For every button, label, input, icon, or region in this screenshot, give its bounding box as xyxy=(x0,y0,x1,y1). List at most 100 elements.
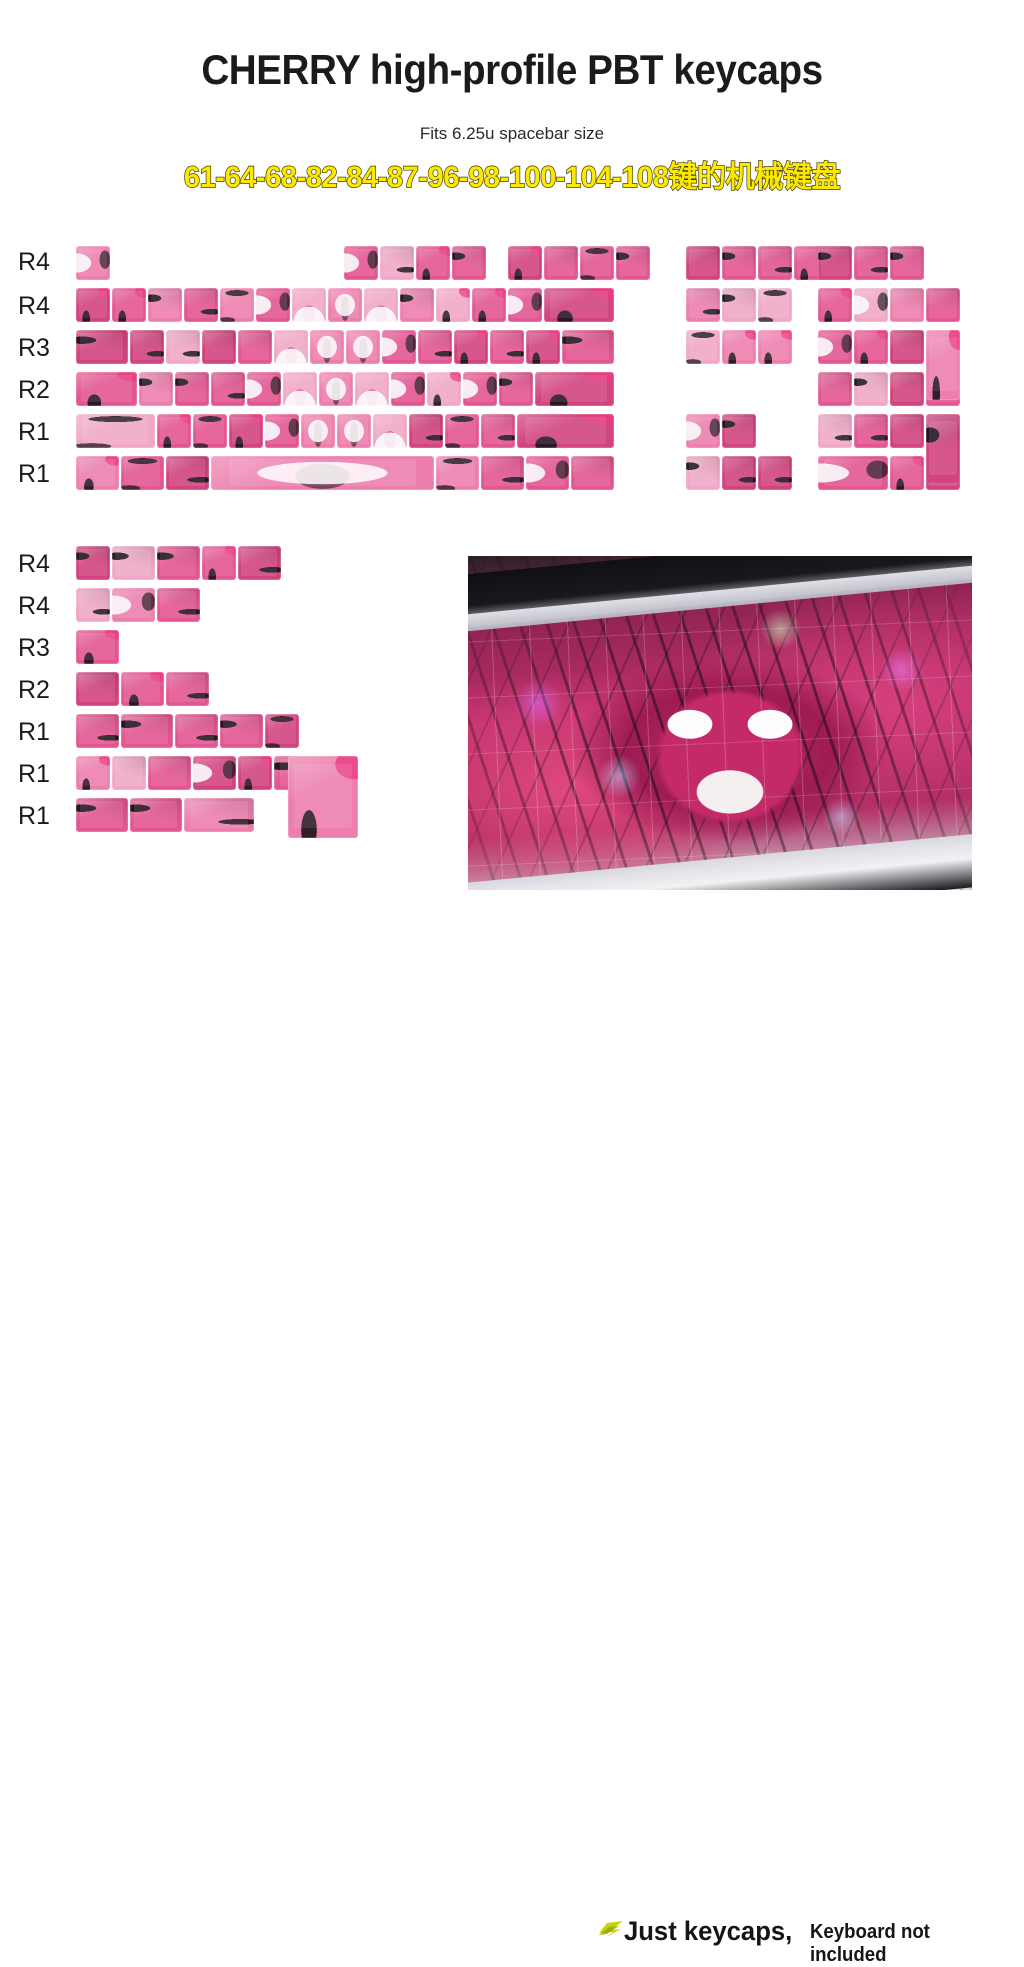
keyboard-not-included-note: Keyboard not included xyxy=(810,1921,930,1966)
keycap xyxy=(400,288,434,322)
page-title: CHERRY high-profile PBT keycaps xyxy=(201,46,823,93)
keycap xyxy=(508,246,542,280)
keycap xyxy=(571,456,614,490)
row-label-r1-extras-4: R1 xyxy=(18,718,50,746)
keycap xyxy=(926,414,960,484)
keycap xyxy=(722,288,756,322)
keycap xyxy=(76,414,155,448)
keycap xyxy=(292,288,326,322)
keycap xyxy=(220,714,263,748)
keycap xyxy=(890,372,924,406)
keycap xyxy=(344,246,378,280)
keycap xyxy=(472,288,506,322)
keycap xyxy=(890,330,924,364)
keycap xyxy=(580,246,614,280)
keycap xyxy=(758,330,792,364)
keycap xyxy=(616,246,650,280)
keycap xyxy=(193,414,227,448)
keycap xyxy=(184,798,254,832)
row-label-r4-extras-0: R4 xyxy=(18,550,50,578)
keycap xyxy=(926,288,960,322)
keycap xyxy=(319,372,353,406)
keycap xyxy=(220,288,254,322)
keycap xyxy=(166,330,200,364)
keycap xyxy=(76,372,137,406)
keycap xyxy=(436,456,479,490)
keycap xyxy=(854,288,888,322)
keycap xyxy=(382,330,416,364)
keycap xyxy=(76,246,110,280)
keycap xyxy=(686,456,720,490)
keycap xyxy=(427,372,461,406)
keycap xyxy=(76,798,128,832)
keycap xyxy=(722,246,756,280)
keycap xyxy=(355,372,389,406)
keycap xyxy=(890,414,924,448)
keycap xyxy=(175,714,218,748)
keycap xyxy=(166,456,209,490)
keycap xyxy=(76,546,110,580)
keycap xyxy=(445,414,479,448)
keycap xyxy=(686,288,720,322)
keycap xyxy=(499,372,533,406)
keycap xyxy=(452,246,486,280)
row-label-r4-main-1: R4 xyxy=(18,292,50,320)
keycap xyxy=(686,330,720,364)
row-label-r1-extras-5: R1 xyxy=(18,760,50,788)
keycap xyxy=(76,672,119,706)
keycap xyxy=(562,330,614,364)
keycap xyxy=(148,288,182,322)
keycap xyxy=(544,246,578,280)
keycap xyxy=(686,414,720,448)
keycap xyxy=(373,414,407,448)
keycap xyxy=(112,588,155,622)
keycap xyxy=(490,330,524,364)
keycap xyxy=(391,372,425,406)
keycap xyxy=(256,288,290,322)
row-label-r4-extras-1: R4 xyxy=(18,592,50,620)
keycap xyxy=(247,372,281,406)
keycap xyxy=(157,588,200,622)
keycap xyxy=(202,546,236,580)
keycap xyxy=(130,330,164,364)
keycap xyxy=(76,456,119,490)
keycap xyxy=(238,756,272,790)
keycap xyxy=(818,330,852,364)
keycap xyxy=(238,330,272,364)
row-label-r1-extras-6: R1 xyxy=(18,802,50,830)
keycap xyxy=(130,798,182,832)
keycap xyxy=(202,330,236,364)
keycap xyxy=(364,288,398,322)
keycap xyxy=(193,756,236,790)
keycap xyxy=(121,672,164,706)
keycap xyxy=(818,372,852,406)
keycap xyxy=(148,756,191,790)
keycap xyxy=(76,630,119,664)
keycap xyxy=(229,414,263,448)
keycap xyxy=(283,372,317,406)
keycap xyxy=(139,372,173,406)
leaf-icon xyxy=(599,1921,623,1937)
keycap xyxy=(436,288,470,322)
keycap xyxy=(418,330,452,364)
row-label-r3-main-2: R3 xyxy=(18,334,50,362)
keycap xyxy=(722,414,756,448)
row-label-r4-main-0: R4 xyxy=(18,248,50,276)
keycap xyxy=(328,288,362,322)
keycap xyxy=(818,414,852,448)
keycap xyxy=(76,288,110,322)
product-photo xyxy=(468,556,972,890)
row-label-r1-main-5: R1 xyxy=(18,460,50,488)
keycap xyxy=(346,330,380,364)
row-label-r2-extras-3: R2 xyxy=(18,676,50,704)
keycap xyxy=(517,414,614,448)
keycap xyxy=(265,714,299,748)
keycap xyxy=(454,330,488,364)
keycap xyxy=(112,546,155,580)
keycap xyxy=(686,246,720,280)
keycap xyxy=(818,246,852,280)
keycap xyxy=(380,246,414,280)
keycap xyxy=(526,456,569,490)
keycap xyxy=(854,414,888,448)
keycap xyxy=(274,330,308,364)
